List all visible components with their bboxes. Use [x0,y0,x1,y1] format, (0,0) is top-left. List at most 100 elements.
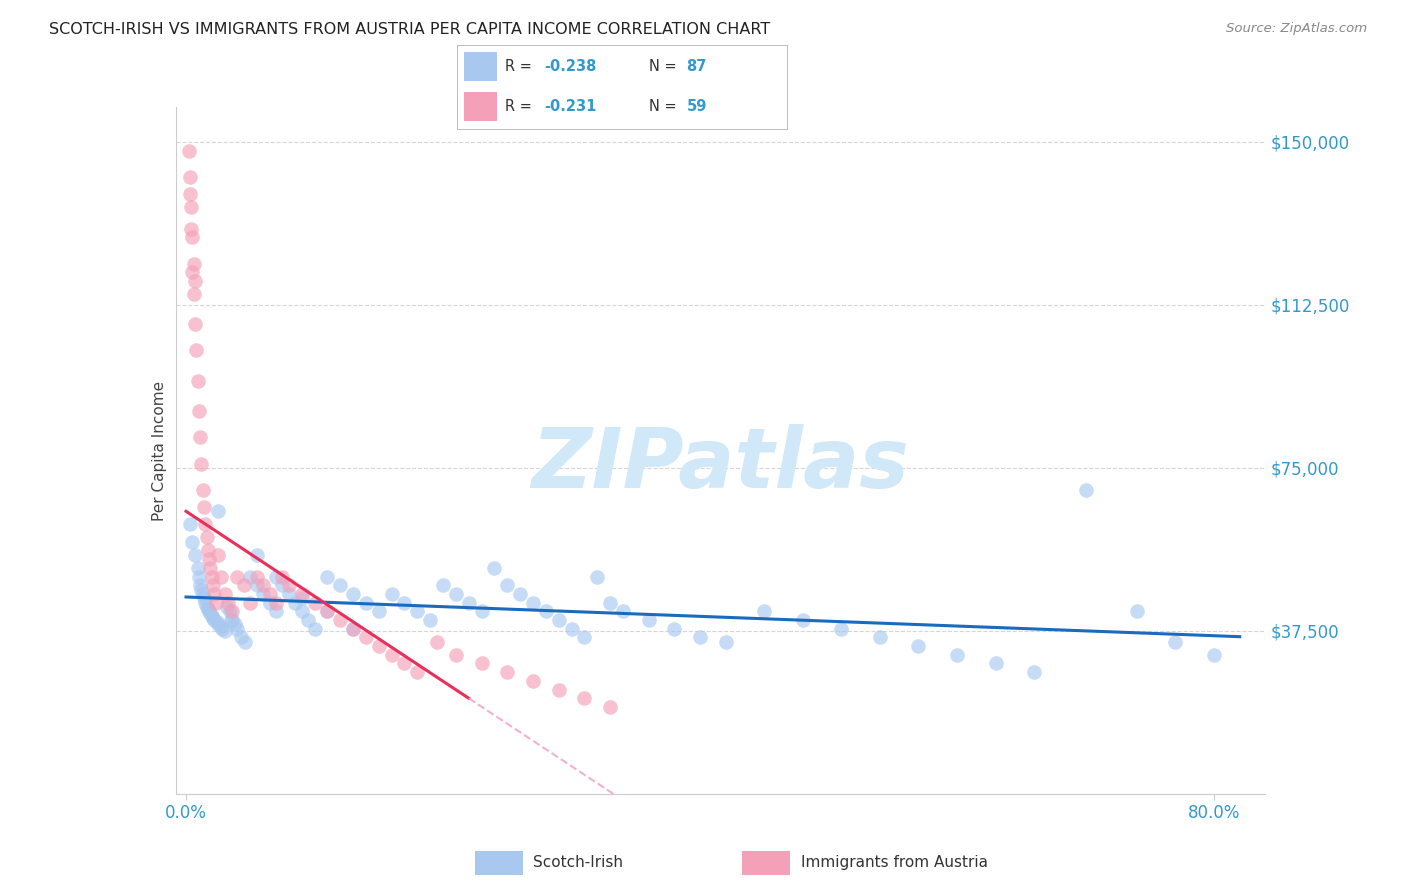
Point [612,604,634,618]
Text: 87: 87 [686,59,707,74]
Point [193,591,215,606]
Point [186,343,208,358]
Point [195,530,218,544]
Point [586,569,609,583]
Point [599,700,621,714]
Point [214,624,236,638]
Point [297,613,319,627]
Point [190,582,212,597]
Point [187,561,209,575]
Point [180,221,202,235]
Point [218,604,240,618]
Point [198,604,221,618]
Point [599,596,621,610]
Point [509,587,531,601]
Point [197,602,219,616]
Point [342,622,364,636]
Text: ZIPatlas: ZIPatlas [531,424,910,505]
Point [209,619,232,633]
Point [1126,604,1149,618]
Point [271,569,294,583]
Point [522,596,544,610]
Point [207,504,229,518]
Point [200,607,222,621]
Text: R =: R = [505,59,536,74]
Point [221,613,243,627]
Point [181,265,204,279]
Point [432,578,454,592]
Point [406,604,429,618]
Point [202,587,225,601]
Point [233,634,256,648]
Point [232,578,254,592]
Point [211,622,233,636]
Point [984,657,1007,671]
Point [188,430,211,444]
Point [830,622,852,636]
Text: N =: N = [648,99,681,114]
Point [181,230,204,244]
Point [869,631,891,645]
Point [259,587,281,601]
Point [201,608,224,623]
Point [714,634,737,648]
Point [574,691,596,706]
Point [291,587,314,601]
Point [252,578,274,592]
Point [271,578,294,592]
Point [202,578,225,592]
Point [209,569,232,583]
Point [198,552,221,566]
Point [534,604,557,618]
Point [205,615,228,630]
Point [1164,634,1187,648]
Point [184,274,207,288]
Point [277,578,299,592]
Point [183,287,205,301]
Point [187,404,209,418]
Point [394,657,416,671]
Text: -0.238: -0.238 [544,59,598,74]
Point [381,587,404,601]
Point [426,634,449,648]
Point [179,169,201,184]
Point [1202,648,1225,662]
Bar [742,851,790,874]
Text: R =: R = [505,99,536,114]
Point [354,596,377,610]
Point [202,611,225,625]
Point [471,604,494,618]
Bar [464,53,496,81]
Point [264,596,287,610]
Point [184,318,207,332]
Point [217,596,239,610]
Point [496,578,519,592]
Point [689,631,711,645]
Point [197,543,219,558]
Point [219,613,242,627]
Text: SCOTCH-IRISH VS IMMIGRANTS FROM AUSTRIA PER CAPITA INCOME CORRELATION CHART: SCOTCH-IRISH VS IMMIGRANTS FROM AUSTRIA … [49,22,770,37]
Point [179,186,201,201]
Point [664,622,686,636]
Point [471,657,494,671]
Point [560,622,582,636]
Point [188,578,211,592]
Bar [475,851,523,874]
Point [444,587,467,601]
Point [754,604,776,618]
Point [246,569,269,583]
Point [329,613,352,627]
Point [381,648,404,662]
Point [194,517,217,532]
Point [316,569,339,583]
Point [316,604,339,618]
Text: N =: N = [648,59,681,74]
Point [342,587,364,601]
Point [367,604,389,618]
Point [204,596,226,610]
Point [277,587,299,601]
Point [177,144,200,158]
Point [195,599,218,614]
Point [191,587,214,601]
Point [217,599,239,614]
